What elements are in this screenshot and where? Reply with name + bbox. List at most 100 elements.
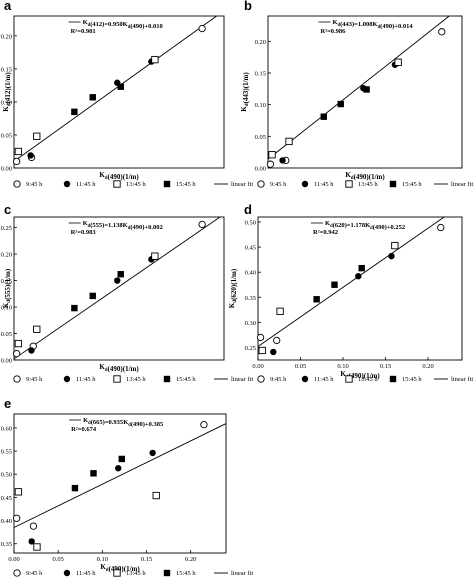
- y-tick-label: 0.20: [255, 39, 266, 46]
- fit-equation: Kd(412)=0.950Kd(490)+0.010: [83, 19, 163, 30]
- legend-label: 11:45 h: [76, 570, 96, 577]
- chart-panel-d: d 0.25 0.30 0.35 0.40 0.45 0.50 0.00 0.05 0.10 0.1…: [228, 202, 473, 383]
- data-point: [28, 347, 35, 354]
- data-point: [437, 223, 445, 232]
- y-axis-label: Kd(620)(1/m): [228, 268, 238, 308]
- legend: 9:45 h 11:45 h 13:45 h 15:45 h linear fit: [257, 375, 473, 383]
- data-point: [337, 100, 344, 108]
- legend-label: 11:45 h: [314, 376, 334, 383]
- legend-label: 15:45 h: [176, 181, 196, 188]
- legend-label: linear fit: [231, 376, 253, 383]
- y-tick-label: 0.00: [1, 358, 12, 365]
- data-point: [279, 157, 286, 164]
- y-tick-label: 0.10: [1, 99, 12, 106]
- y-tick-label: 0.50: [1, 472, 12, 479]
- legend-marker: [113, 375, 121, 383]
- panel-letter: b: [244, 0, 252, 13]
- data-point: [29, 522, 38, 530]
- legend-marker: [63, 180, 71, 188]
- x-tick-label: 0.05: [295, 363, 306, 370]
- legend-label: 15:45 h: [176, 376, 196, 383]
- panel-letter: e: [4, 396, 11, 411]
- plot-frame: [13, 15, 225, 169]
- data-point: [33, 543, 41, 551]
- legend-label: 9:45 h: [26, 570, 43, 577]
- x-tick-label: 0.20: [185, 556, 196, 563]
- y-tick-label: 0.20: [1, 252, 12, 259]
- y-tick-label: 0.15: [1, 278, 12, 285]
- y-tick-label: 0.00: [255, 166, 266, 173]
- plot-frame: [13, 413, 227, 554]
- y-tick-label: 0.25: [245, 345, 256, 352]
- data-point: [33, 325, 41, 333]
- panel-letter: d: [244, 202, 252, 217]
- fit-line: [267, 15, 450, 160]
- data-point: [313, 296, 320, 303]
- legend-label: linear fit: [231, 570, 253, 577]
- data-point: [149, 449, 156, 457]
- x-axis-label: Kd(490)(1/m): [100, 563, 140, 573]
- data-point: [71, 484, 79, 492]
- data-point: [438, 28, 446, 36]
- y-axis-label: Kd(443)(1/m): [240, 72, 250, 112]
- y-axis-label: Kd(555)(1/m): [2, 268, 12, 308]
- x-axis-label: Kd(490)(1/m): [345, 171, 385, 181]
- legend-marker: [389, 180, 397, 188]
- y-tick-label: 0.25: [1, 225, 12, 232]
- x-axis-label: Kd(490)(1/m): [99, 171, 139, 181]
- data-point: [258, 346, 266, 355]
- legend: 9:45 h 11:45 h 13:45 h 15:45 h linear fit: [257, 180, 473, 188]
- data-point: [273, 336, 281, 345]
- data-point: [14, 488, 23, 496]
- data-point: [14, 339, 23, 348]
- legend-label: 13:45 h: [126, 570, 146, 577]
- fit-line: [13, 216, 221, 360]
- chart-panel-b: b 0.00 0.05 0.10 0.15 0.20 Kd(443)=1.008Kd(490…: [240, 0, 473, 188]
- y-axis-label: Kd(412)(1/m): [2, 72, 12, 112]
- data-point: [117, 83, 124, 90]
- legend-marker: [113, 180, 121, 188]
- data-point: [358, 264, 365, 272]
- x-axis-label: Kd(490)(1/m): [99, 363, 139, 373]
- x-tick-label: 0.00: [8, 556, 19, 563]
- data-point: [12, 349, 21, 358]
- data-point: [14, 147, 23, 156]
- data-point: [388, 252, 395, 260]
- fit-equation: Kd(555)=1.138Kd(490)+0.002: [83, 220, 163, 231]
- data-point: [266, 160, 275, 168]
- legend-marker: [345, 180, 353, 188]
- data-point: [268, 151, 276, 159]
- legend-label: 9:45 h: [26, 376, 43, 383]
- r-squared: R²=0.674: [71, 426, 97, 433]
- legend-label: 13:45 h: [358, 181, 378, 188]
- legend-marker: [389, 375, 397, 383]
- panel-letter: c: [4, 202, 11, 217]
- y-tick-label: 0.40: [1, 518, 12, 525]
- data-point: [90, 470, 97, 477]
- x-tick-label: 0.15: [141, 556, 152, 563]
- y-tick-label: 0.10: [255, 102, 266, 109]
- chart-panel-e: e 0.35 0.40 0.45 0.50 0.55 0.60 0.00 0.05 0.10 0.1…: [1, 396, 254, 577]
- r-squared: R²=0.981: [71, 28, 96, 35]
- y-tick-label: 0.05: [1, 132, 12, 139]
- legend-label: 11:45 h: [76, 181, 96, 188]
- data-point: [276, 307, 284, 315]
- legend-label: 13:45 h: [126, 376, 146, 383]
- data-point: [394, 58, 402, 66]
- legend-marker: [345, 375, 353, 383]
- chart-panel-a: a 0.00 0.05 0.10 0.15 0.20 Kd(412)=0.950Kd(490…: [1, 0, 254, 188]
- data-point: [355, 273, 362, 280]
- data-point: [115, 465, 122, 472]
- y-tick-label: 0.20: [1, 33, 12, 40]
- legend-label: 11:45 h: [314, 181, 334, 188]
- legend: 9:45 h 11:45 h 13:45 h 15:45 h linear fit: [13, 180, 253, 188]
- y-tick-label: 0.05: [1, 331, 12, 338]
- data-point: [198, 24, 206, 33]
- x-tick-label: 0.00: [252, 363, 263, 370]
- fit-line: [13, 423, 227, 528]
- y-tick-label: 0.50: [245, 220, 256, 227]
- data-point: [391, 241, 399, 250]
- data-point: [12, 514, 21, 522]
- legend-label: linear fit: [451, 181, 473, 188]
- x-tick-label: 0.05: [52, 556, 63, 563]
